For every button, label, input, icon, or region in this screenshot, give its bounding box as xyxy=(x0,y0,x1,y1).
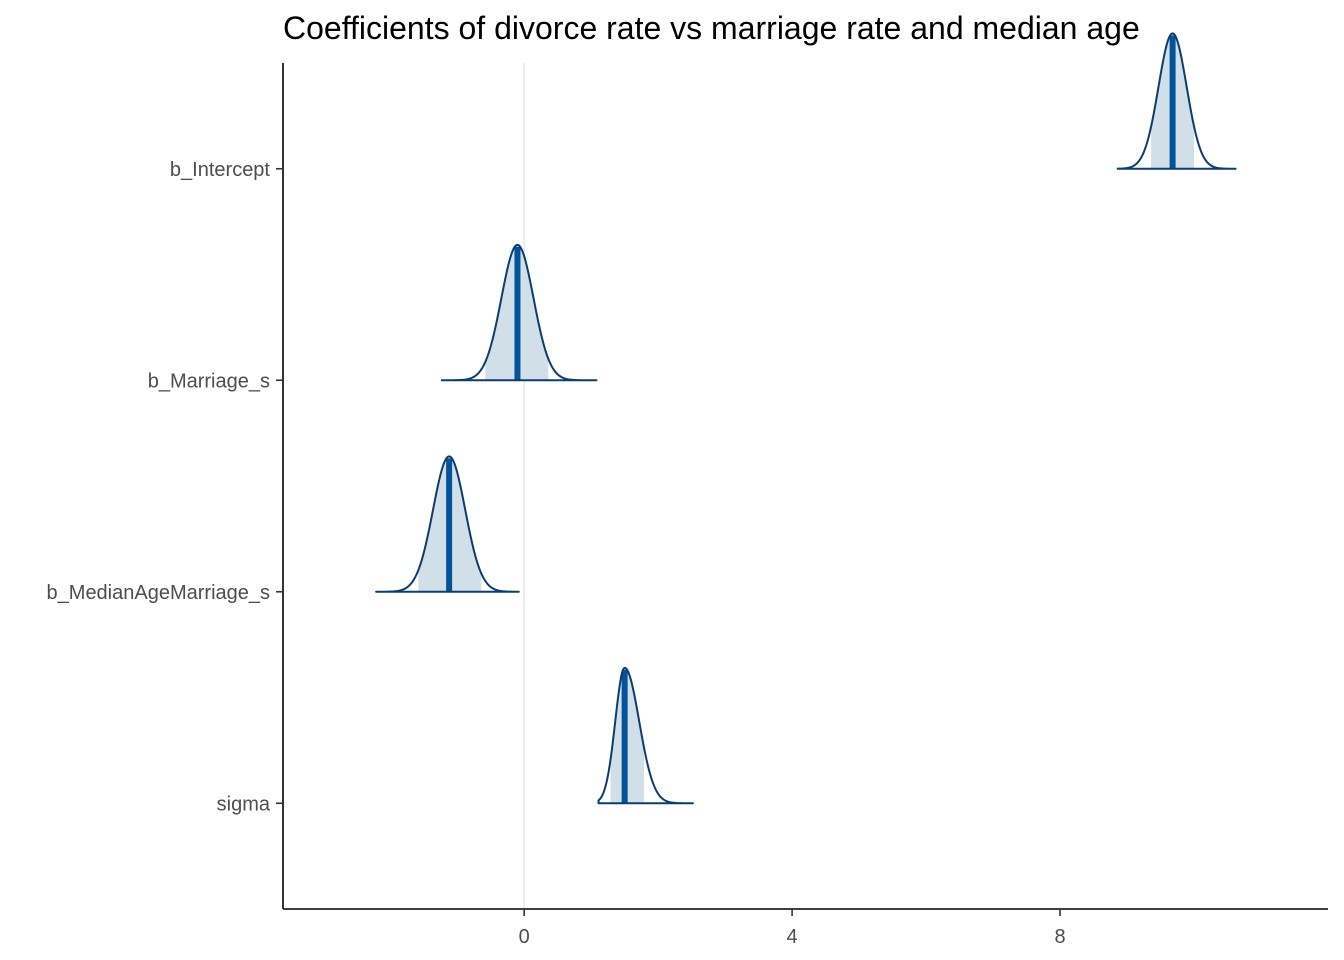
ridge-b-marriage-s xyxy=(440,243,598,382)
x-tick-label: 8 xyxy=(1054,926,1065,948)
ridges-group xyxy=(375,32,1237,805)
x-axis-ticks: 0 4 8 xyxy=(519,909,1066,948)
ridge-sigma xyxy=(597,666,694,805)
y-axis-ticks: b_Intercept b_Marriage_s b_MedianAgeMarria… xyxy=(47,159,283,815)
x-tick-label: 4 xyxy=(787,926,798,948)
density-outline xyxy=(1116,32,1237,170)
y-tick-label: b_Intercept xyxy=(170,159,271,181)
x-tick-label: 0 xyxy=(519,926,530,948)
ridge-b-intercept xyxy=(1116,32,1237,170)
y-tick-label: b_Marriage_s xyxy=(148,370,270,392)
density-outline xyxy=(440,243,598,382)
y-tick-label: sigma xyxy=(217,793,271,815)
ridge-b-medianagemarriage-s xyxy=(375,455,520,593)
density-outline xyxy=(597,666,694,805)
y-tick-label: b_MedianAgeMarriage_s xyxy=(47,582,270,604)
density-outline xyxy=(375,455,520,593)
chart-title: Coefficients of divorce rate vs marriage… xyxy=(283,10,1140,46)
